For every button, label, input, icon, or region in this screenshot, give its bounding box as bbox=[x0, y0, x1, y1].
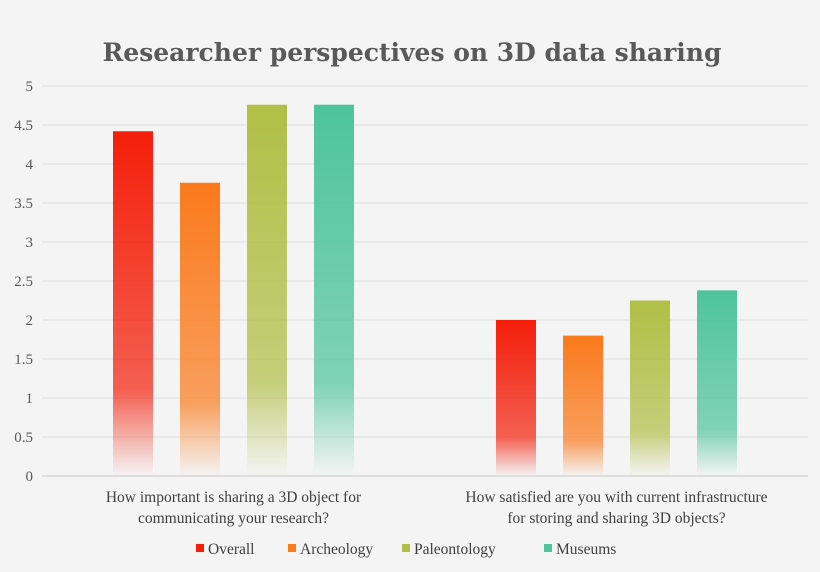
y-tick-label: 0.5 bbox=[14, 430, 33, 446]
y-tick-label: 3.5 bbox=[14, 196, 33, 212]
legend-swatch-overall bbox=[196, 544, 204, 552]
category-label: How satisfied are you with current infra… bbox=[465, 489, 767, 506]
bar-overall-1 bbox=[113, 131, 153, 477]
bar-paleontology-2 bbox=[630, 300, 670, 476]
legend-label-museums: Museums bbox=[556, 541, 616, 558]
y-tick-label: 2.5 bbox=[14, 274, 33, 290]
bar-overall-2 bbox=[496, 320, 536, 476]
y-tick-label: 4 bbox=[26, 157, 34, 173]
y-tick-label: 3 bbox=[26, 235, 34, 251]
bar-archeology-2 bbox=[563, 335, 603, 476]
bar-paleontology-1 bbox=[247, 104, 287, 476]
legend-swatch-museums bbox=[544, 544, 552, 552]
legend-label-overall: Overall bbox=[208, 541, 254, 558]
bar-museums-2 bbox=[697, 290, 737, 476]
bar-museums-1 bbox=[314, 104, 354, 476]
legend-label-paleontology: Paleontology bbox=[414, 541, 496, 558]
category-label: communicating your research? bbox=[138, 510, 329, 527]
y-tick-label: 2 bbox=[26, 313, 34, 329]
legend-swatch-paleontology bbox=[402, 544, 410, 552]
chart-title: Researcher perspectives on 3D data shari… bbox=[103, 38, 722, 67]
y-tick-label: 5 bbox=[26, 79, 34, 95]
y-tick-label: 1 bbox=[26, 391, 34, 407]
category-label: How important is sharing a 3D object for bbox=[106, 489, 362, 506]
y-tick-label: 4.5 bbox=[14, 118, 33, 134]
y-tick-label: 0 bbox=[26, 469, 34, 485]
bar-archeology-1 bbox=[180, 182, 220, 476]
y-tick-label: 1.5 bbox=[14, 352, 33, 368]
legend-label-archeology: Archeology bbox=[300, 541, 373, 558]
category-label: for storing and sharing 3D objects? bbox=[507, 510, 725, 527]
legend-swatch-archeology bbox=[288, 544, 296, 552]
